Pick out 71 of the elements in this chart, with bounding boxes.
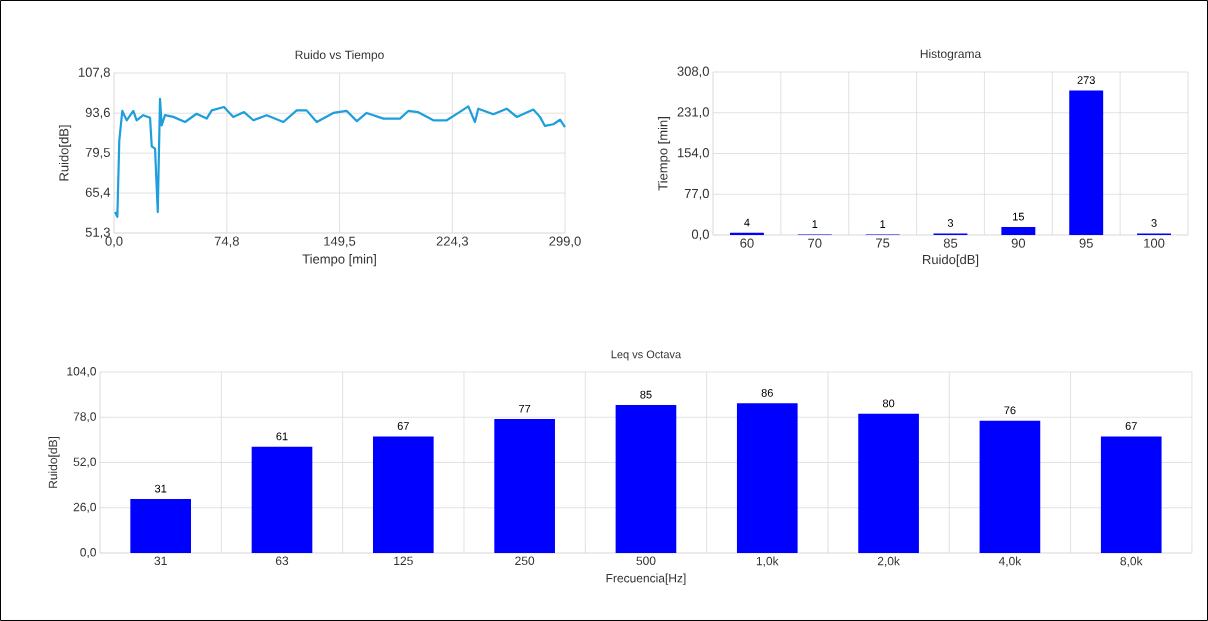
data-label: 4 <box>744 218 750 227</box>
x-tick-label: 100 <box>1144 238 1165 248</box>
x-tick-label: 4,0k <box>998 556 1022 567</box>
x-tick-label: 31 <box>154 556 167 566</box>
x-tick-label: 95 <box>1079 238 1093 248</box>
data-label: 3 <box>947 219 954 227</box>
data-label: 61 <box>276 432 288 441</box>
y-tick-label: 78,0 <box>73 412 97 423</box>
x-tick-label: 90 <box>1011 238 1026 248</box>
bar <box>736 403 798 553</box>
x-tick-label: 75 <box>876 238 890 248</box>
x-axis-title: Tiempo [min] <box>302 254 376 267</box>
bar <box>372 436 434 553</box>
y-tick-label: 154,0 <box>677 148 709 159</box>
x-tick-label: 500 <box>636 556 656 566</box>
data-label: 76 <box>1004 406 1016 415</box>
x-tick-label: 74,8 <box>214 236 239 248</box>
y-tick-label: 107,8 <box>78 67 110 79</box>
data-label: 1 <box>880 220 886 228</box>
x-tick-label: 2,0k <box>877 556 900 567</box>
chart-title: Leq vs Octava <box>611 350 682 361</box>
x-tick-label: 85 <box>943 238 958 248</box>
bar <box>1100 436 1162 553</box>
x-axis-title: Frecuencia[Hz] <box>606 573 686 585</box>
y-tick-label: 308,0 <box>677 66 709 78</box>
y-axis-title: Tiempo [min] <box>657 117 671 191</box>
y-axis-title: Ruido[dB] <box>48 437 60 488</box>
x-tick-label: 70 <box>808 238 822 248</box>
x-tick-label: 250 <box>515 556 535 566</box>
x-tick-label: 1,0k <box>756 556 779 567</box>
data-label: 67 <box>397 422 409 430</box>
y-tick-label: 26,0 <box>73 502 97 513</box>
bar <box>130 499 191 553</box>
data-label: 1 <box>812 220 818 228</box>
data-label: 273 <box>1077 76 1095 84</box>
data-label: 85 <box>640 390 652 399</box>
y-axis-title: Ruido[dB] <box>58 125 72 181</box>
x-tick-label: 8,0k <box>1120 556 1143 567</box>
data-label: 77 <box>519 404 531 413</box>
bar <box>251 446 313 553</box>
x-tick-label: 299,0 <box>549 236 581 248</box>
data-label: 15 <box>1013 212 1024 221</box>
y-tick-label: 65,4 <box>85 187 111 199</box>
y-tick-label: 0,0 <box>80 548 97 558</box>
y-tick-label: 79,5 <box>85 147 110 159</box>
bar <box>1069 90 1104 235</box>
data-label: 31 <box>154 484 167 493</box>
bar <box>494 418 555 553</box>
bar <box>615 405 677 553</box>
x-tick-label: 60 <box>740 238 754 248</box>
data-label: 86 <box>761 389 773 397</box>
y-tick-label: 93,6 <box>85 107 110 119</box>
bar <box>1001 227 1036 235</box>
data-label: 80 <box>882 399 895 408</box>
bar <box>858 413 919 553</box>
x-tick-label: 149,5 <box>324 236 356 248</box>
x-axis-title: Ruido[dB] <box>923 254 979 267</box>
y-tick-label: 104,0 <box>67 367 97 377</box>
y-tick-label: 52,0 <box>73 457 97 468</box>
x-tick-label: 63 <box>275 556 289 566</box>
data-label: 67 <box>1125 422 1137 430</box>
data-label: 3 <box>1151 219 1157 227</box>
chart-title: Ruido vs Tiempo <box>295 50 384 62</box>
x-tick-label: 125 <box>394 556 413 566</box>
chart-title: Histograma <box>920 49 982 61</box>
x-tick-label: 224,3 <box>436 236 469 248</box>
bar <box>979 420 1041 553</box>
line-series <box>113 97 567 218</box>
y-tick-label: 231,0 <box>677 107 709 119</box>
bar <box>729 232 764 235</box>
y-tick-label: 77,0 <box>684 188 709 200</box>
